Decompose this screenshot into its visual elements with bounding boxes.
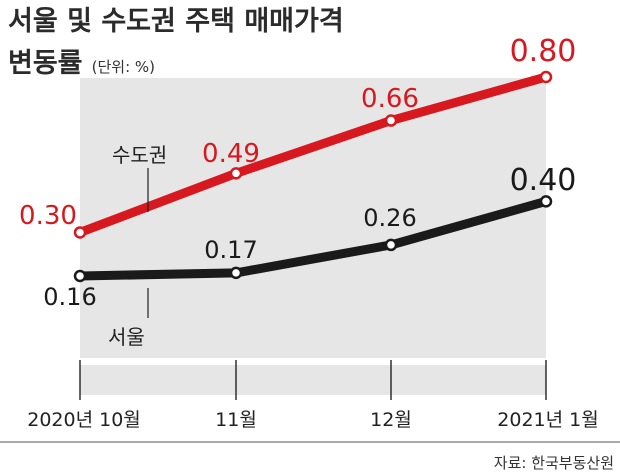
data-label: 0.40 — [510, 163, 577, 198]
unit-label: (단위: %) — [92, 58, 155, 76]
data-point — [229, 266, 243, 280]
chart-title-line1: 서울 및 수도권 주택 매매가격 — [8, 6, 344, 37]
data-label: 0.30 — [19, 201, 77, 231]
x-tick-labels: 2020년 10월 11월 12월 2021년 1월 — [27, 409, 598, 431]
source-note: 자료: 한국부동산원 — [494, 454, 614, 472]
data-label: 0.66 — [361, 84, 419, 114]
x-tick-label: 2020년 10월 — [27, 409, 141, 431]
chart-title-line2: 변동률 — [8, 48, 83, 79]
data-point — [539, 70, 553, 84]
series-line — [78, 72, 548, 237]
x-tick-label: 12월 — [370, 409, 412, 431]
axis-band-background — [80, 365, 546, 395]
x-tick-label: 2021년 1월 — [497, 409, 598, 431]
data-point — [73, 226, 87, 239]
data-label: 0.26 — [363, 204, 416, 232]
data-labels: 0.30 0.49 0.66 0.80 0.16 0.17 0.26 0.40 — [19, 34, 576, 311]
data-label: 0.16 — [43, 283, 96, 311]
chart-title-line2-group: 변동률 (단위: %) — [8, 48, 155, 79]
data-point — [539, 195, 553, 208]
series-label-seoul: 서울 — [108, 325, 145, 349]
series-label-capital: 수도권 — [112, 143, 167, 167]
data-point — [384, 238, 398, 252]
series-points — [73, 70, 553, 283]
data-label: 0.17 — [204, 236, 257, 264]
data-label: 0.49 — [202, 139, 260, 169]
data-label: 0.80 — [510, 34, 577, 69]
series-line — [79, 197, 548, 281]
data-point — [229, 167, 243, 180]
plot-background — [80, 78, 546, 358]
data-point — [384, 114, 398, 127]
x-tick-label: 11월 — [215, 409, 257, 431]
data-point — [73, 269, 87, 283]
series-lines — [78, 72, 548, 281]
x-tick-marks — [79, 360, 547, 400]
